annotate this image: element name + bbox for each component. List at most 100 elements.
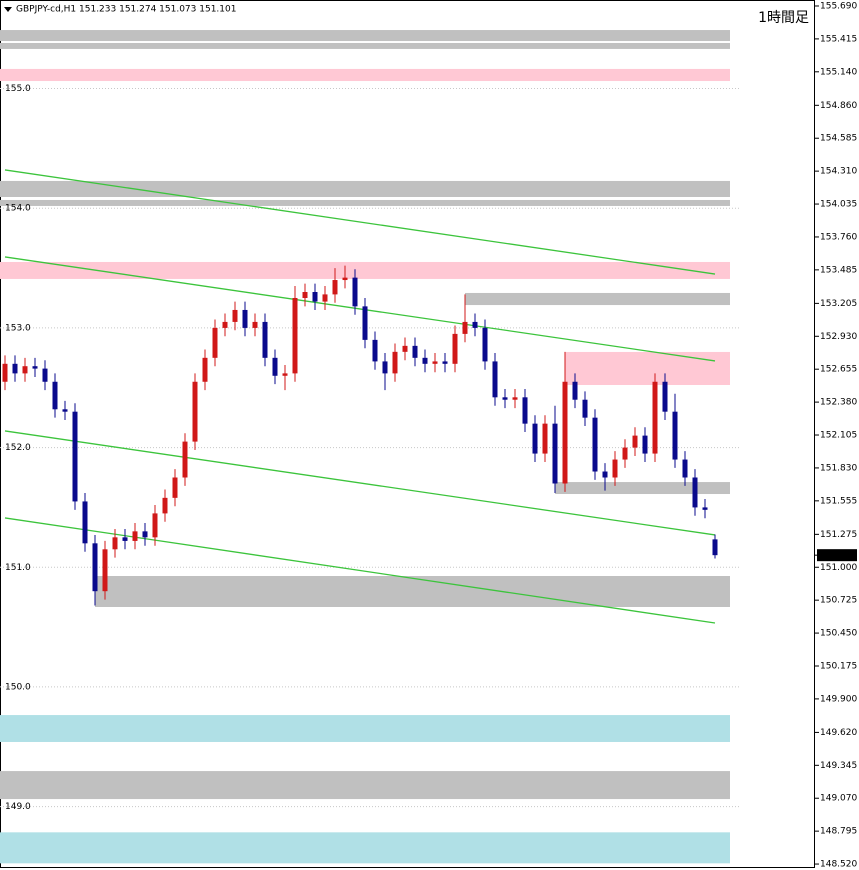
y-tick-label: 154.585 (820, 134, 857, 144)
candle-body (92, 543, 98, 592)
candle-body (432, 361, 438, 364)
menu-arrow (4, 7, 12, 12)
candle-body (702, 507, 708, 510)
y-tick-label: 155.415 (820, 34, 857, 44)
price-zone (0, 771, 730, 800)
y-tick-label: 149.070 (820, 794, 857, 804)
y-tick-label: 150.725 (820, 596, 857, 606)
candle-body (262, 321, 268, 358)
candle-body (192, 381, 198, 442)
y-tick-label: 155.140 (820, 67, 857, 77)
candle-body (592, 417, 598, 472)
level-label: 155.0 (5, 84, 31, 94)
last-price-box (817, 549, 857, 562)
trend-line (4, 430, 716, 536)
trend-line (4, 169, 716, 275)
price-zone (0, 261, 730, 279)
candle-body (642, 435, 648, 454)
y-tick-label: 153.485 (820, 265, 857, 275)
price-zone (0, 832, 730, 864)
price-zone (565, 351, 730, 385)
candle-body (462, 321, 468, 334)
candle-body (172, 477, 178, 498)
candle-body (12, 363, 18, 374)
candle-body (122, 537, 128, 541)
y-tick-label: 153.760 (820, 232, 857, 242)
candle-body (632, 435, 638, 448)
candle-body (682, 459, 688, 478)
candle-body (602, 471, 608, 478)
candle-body (212, 327, 218, 358)
y-tick-label: 153.205 (820, 299, 857, 309)
candle-body (362, 306, 368, 340)
candle-body (182, 441, 188, 478)
candle-body (152, 513, 158, 538)
candle-body (162, 497, 168, 514)
candle-body (202, 357, 208, 382)
candle-body (622, 447, 628, 460)
y-tick-label: 151.000 (820, 563, 857, 573)
candle-body (342, 277, 348, 281)
candle-body (672, 411, 678, 460)
candle-body (372, 339, 378, 362)
candle-body (232, 309, 238, 322)
chart-title: GBPJPY-cd,H1 151.233 151.274 151.073 151… (16, 5, 236, 15)
y-tick-label: 152.105 (820, 431, 857, 441)
candle-body (402, 345, 408, 352)
candle-body (562, 381, 568, 484)
level-label: 153.0 (5, 323, 31, 333)
y-tick-label: 152.930 (820, 332, 857, 342)
candle-body (132, 531, 138, 541)
candle-body (112, 537, 118, 550)
price-zone (0, 180, 730, 197)
level-label: 150.0 (5, 682, 31, 692)
last-price-label: 151.101 (819, 551, 856, 561)
candle-body (282, 373, 288, 376)
candle-body (242, 309, 248, 328)
candle-body (62, 409, 68, 412)
candle-body (52, 381, 58, 410)
candle-body (32, 366, 38, 369)
candle-body (352, 277, 358, 307)
candle-body (692, 477, 698, 508)
candle-body (492, 361, 498, 398)
candle-body (272, 357, 278, 376)
price-zone (0, 715, 730, 742)
y-tick-label: 148.795 (820, 827, 857, 837)
y-tick-label: 152.380 (820, 398, 857, 408)
candle-body (42, 368, 48, 382)
y-tick-label: 149.345 (820, 761, 857, 771)
y-tick-label: 149.620 (820, 728, 857, 738)
candle-body (322, 294, 328, 302)
candle-body (572, 381, 578, 400)
candle-body (392, 351, 398, 374)
candle-body (332, 280, 338, 295)
y-tick-label: 155.690 (820, 1, 857, 11)
trend-line (4, 517, 716, 624)
price-zone (0, 68, 730, 82)
candle-body (72, 411, 78, 502)
timeframe: 1時間足 (758, 10, 809, 26)
candle-body (512, 397, 518, 400)
candle-body (222, 321, 228, 328)
candle-body (612, 459, 618, 478)
candle-body (292, 297, 298, 374)
candle-body (312, 292, 318, 302)
level-label: 151.0 (5, 563, 31, 573)
y-tick-label: 149.900 (820, 694, 857, 704)
candle-body (412, 345, 418, 358)
candle-body (102, 549, 108, 592)
y-tick-label: 148.520 (820, 860, 857, 870)
candle-body (712, 539, 718, 556)
price-zone (555, 482, 730, 495)
candle-body (662, 381, 668, 412)
y-tick-label: 151.555 (820, 496, 857, 506)
candle-body (522, 397, 528, 424)
price-zone (0, 30, 730, 42)
candle-body (532, 423, 538, 454)
candle-body (422, 357, 428, 364)
candle-body (652, 381, 658, 454)
candle-body (452, 333, 458, 364)
candle-body (82, 501, 88, 544)
y-tick-label: 154.310 (820, 167, 857, 177)
